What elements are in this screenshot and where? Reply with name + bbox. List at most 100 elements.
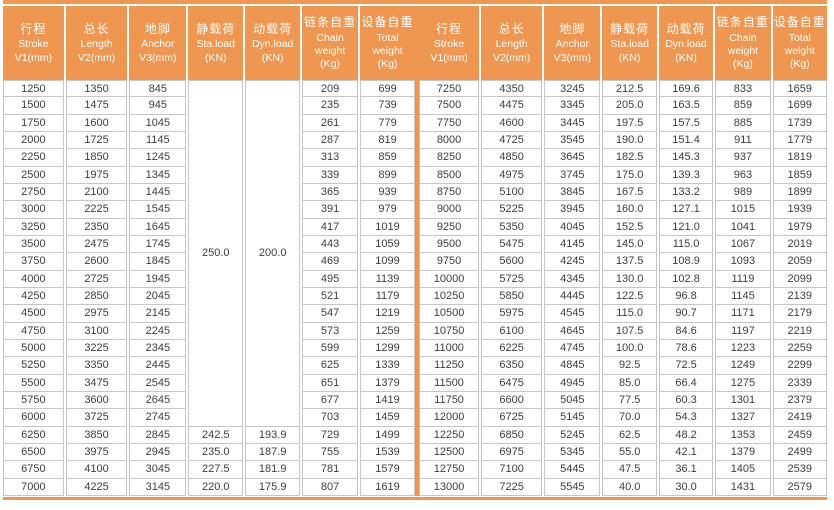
cell-chain_weight: 651 xyxy=(302,374,359,392)
column-header-chain_weight: 链条自重 Chain weight (Kg) xyxy=(715,6,771,80)
cell-total_weight: 1419 xyxy=(360,391,415,410)
cell-total_weight: 899 xyxy=(360,166,415,184)
cell-dyn_load: 42.1 xyxy=(658,443,714,462)
cell-stroke: 3250 xyxy=(3,218,64,236)
column-header-line: Length xyxy=(80,38,113,51)
cell-anchor: 4845 xyxy=(544,357,601,375)
cell-total_weight: 939 xyxy=(360,183,415,202)
cell-stroke: 4500 xyxy=(3,305,64,323)
cell-stroke: 7750 xyxy=(419,114,480,132)
cell-sta_load: 152.5 xyxy=(602,218,657,236)
cell-dyn_load: 90.7 xyxy=(658,305,714,323)
cell-anchor: 3845 xyxy=(544,183,601,202)
cell-sta_load: 115.0 xyxy=(602,305,657,323)
cell-stroke: 8500 xyxy=(419,166,480,184)
cell-anchor: 2445 xyxy=(129,357,187,375)
column-header-line: 静载荷 xyxy=(610,21,650,36)
cell-chain_weight: 1197 xyxy=(715,322,771,340)
cell-chain_weight: 1353 xyxy=(715,426,771,444)
cell-length: 2600 xyxy=(65,253,128,271)
cell-stroke: 7500 xyxy=(419,97,480,115)
cell-total_weight: 2259 xyxy=(772,339,827,358)
cell-sta_load: 70.0 xyxy=(602,409,657,427)
cell-stroke: 3500 xyxy=(3,235,64,254)
cell-stroke: 5000 xyxy=(3,339,64,358)
cell-stroke: 11500 xyxy=(419,374,480,392)
cell-anchor: 4945 xyxy=(544,374,601,392)
cell-anchor: 5145 xyxy=(544,409,601,427)
cell-stroke: 11250 xyxy=(419,357,480,375)
cell-length: 2975 xyxy=(65,305,128,323)
column-header-line: V3(mm) xyxy=(553,51,591,64)
cell-total_weight: 2419 xyxy=(772,409,827,427)
cell-chain_weight: 1249 xyxy=(715,357,771,375)
cell-stroke: 10250 xyxy=(419,287,480,306)
cell-stroke: 8250 xyxy=(419,149,480,167)
column-header-line: (Kg) xyxy=(789,58,810,71)
cell-chain_weight: 885 xyxy=(715,114,771,132)
cell-anchor: 3745 xyxy=(544,166,601,184)
cell-sta_load: 227.5 xyxy=(188,461,244,479)
column-header-anchor: 地脚 Anchor V3(mm) xyxy=(129,6,187,80)
cell-chain_weight: 833 xyxy=(715,80,771,98)
cell-anchor: 5445 xyxy=(544,461,601,479)
cell-length: 4725 xyxy=(481,131,543,150)
cell-sta_load: 47.5 xyxy=(602,461,657,479)
cell-dyn_load: 187.9 xyxy=(245,443,301,462)
cell-sta_load: 220.0 xyxy=(188,478,244,496)
cell-stroke: 1750 xyxy=(3,114,64,132)
cell-stroke: 5250 xyxy=(3,357,64,375)
cell-total_weight: 1899 xyxy=(772,183,827,202)
cell-length: 1350 xyxy=(65,80,128,98)
column-header-sta_load: 静载荷 Sta.load (KN) xyxy=(602,6,657,80)
column-header-sta_load: 静载荷 Sta.load (KN) xyxy=(188,6,244,80)
cell-chain_weight: 443 xyxy=(302,235,359,254)
cell-total_weight: 1139 xyxy=(360,270,415,288)
cell-anchor: 845 xyxy=(129,80,187,98)
cell-stroke: 6750 xyxy=(3,461,64,479)
cell-sta_load: 40.0 xyxy=(602,478,657,496)
cell-length: 3225 xyxy=(65,339,128,358)
cell-chain_weight: 1067 xyxy=(715,235,771,254)
cell-total_weight: 2579 xyxy=(772,478,827,496)
cell-length: 2475 xyxy=(65,235,128,254)
cell-dyn_load: 121.0 xyxy=(658,218,714,236)
cell-total_weight: 2379 xyxy=(772,391,827,410)
cell-length: 6600 xyxy=(481,391,543,410)
column-header-line: 行程 xyxy=(436,21,463,36)
cell-anchor: 2045 xyxy=(129,287,187,306)
cell-sta_load: 175.0 xyxy=(602,166,657,184)
cell-anchor: 3545 xyxy=(544,131,601,150)
cell-total_weight: 1739 xyxy=(772,114,827,132)
table-bottom-accent-bar xyxy=(3,496,827,500)
cell-dyn_load: 72.5 xyxy=(658,357,714,375)
cell-anchor: 3245 xyxy=(544,80,601,98)
cell-chain_weight: 365 xyxy=(302,183,359,202)
cell-stroke: 6500 xyxy=(3,443,64,462)
cell-stroke: 10750 xyxy=(419,322,480,340)
cell-chain_weight: 261 xyxy=(302,114,359,132)
cell-chain_weight: 781 xyxy=(302,461,359,479)
cell-chain_weight: 937 xyxy=(715,149,771,167)
cell-chain_weight: 859 xyxy=(715,97,771,115)
cell-total_weight: 739 xyxy=(360,97,415,115)
cell-length: 5225 xyxy=(481,201,543,219)
cell-anchor: 2145 xyxy=(129,305,187,323)
cell-dyn_load: 60.3 xyxy=(658,391,714,410)
cell-stroke: 3750 xyxy=(3,253,64,271)
cell-length: 2850 xyxy=(65,287,128,306)
cell-sta_load: 167.5 xyxy=(602,183,657,202)
cell-length: 5725 xyxy=(481,270,543,288)
column-header-line: 设备自重 xyxy=(361,15,414,30)
cell-sta_load: 212.5 xyxy=(602,80,657,98)
column-header-line: 总长 xyxy=(498,21,525,36)
cell-stroke: 11000 xyxy=(419,339,480,358)
cell-stroke: 6250 xyxy=(3,426,64,444)
cell-dyn_load: 78.6 xyxy=(658,339,714,358)
cell-total_weight: 1459 xyxy=(360,409,415,427)
cell-chain_weight: 235 xyxy=(302,97,359,115)
cell-total_weight: 1499 xyxy=(360,426,415,444)
column-header-line: Chain xyxy=(316,31,344,44)
cell-stroke: 4750 xyxy=(3,322,64,340)
cell-chain_weight: 1093 xyxy=(715,253,771,271)
